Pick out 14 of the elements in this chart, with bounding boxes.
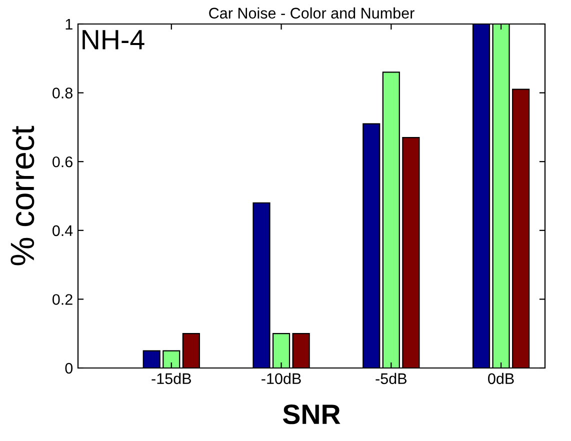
x-tick-label: 0dB: [488, 372, 514, 384]
y-tick-label: 0: [65, 362, 73, 374]
y-axis-title: % correct: [10, 126, 34, 266]
y-tick-label: 0.8: [52, 88, 72, 98]
x-tick-label: -10dB: [262, 372, 301, 384]
y-tick-label: 0.4: [52, 225, 73, 236]
y-tick-label: 0.6: [52, 156, 72, 168]
x-tick-label: -15dB: [152, 372, 191, 384]
chart-title: Car Noise - Color and Number: [209, 7, 414, 19]
x-tick-label: -5dB: [376, 372, 406, 384]
y-tick-label: 1: [66, 19, 72, 30]
x-axis-title: SNR: [282, 404, 340, 424]
y-tick-label: 0.2: [52, 294, 72, 305]
annotation: NH-4: [82, 30, 144, 50]
